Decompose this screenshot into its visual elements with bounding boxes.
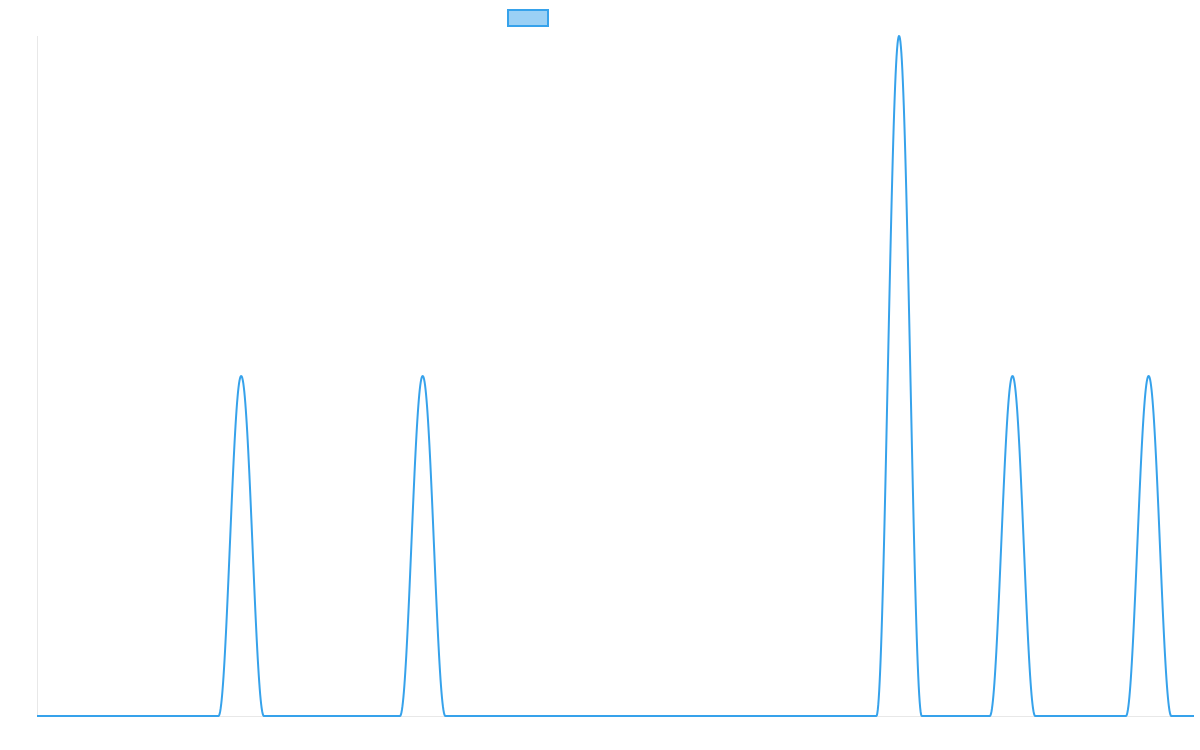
data-point[interactable] (895, 32, 903, 40)
data-point[interactable] (1009, 372, 1017, 380)
legend-swatch[interactable] (507, 9, 549, 27)
series-group (36, 32, 1195, 717)
data-point[interactable] (419, 372, 427, 380)
data-point[interactable] (237, 372, 245, 380)
legend[interactable] (507, 9, 549, 27)
series-line (36, 35, 1195, 717)
data-point[interactable] (1145, 372, 1153, 380)
